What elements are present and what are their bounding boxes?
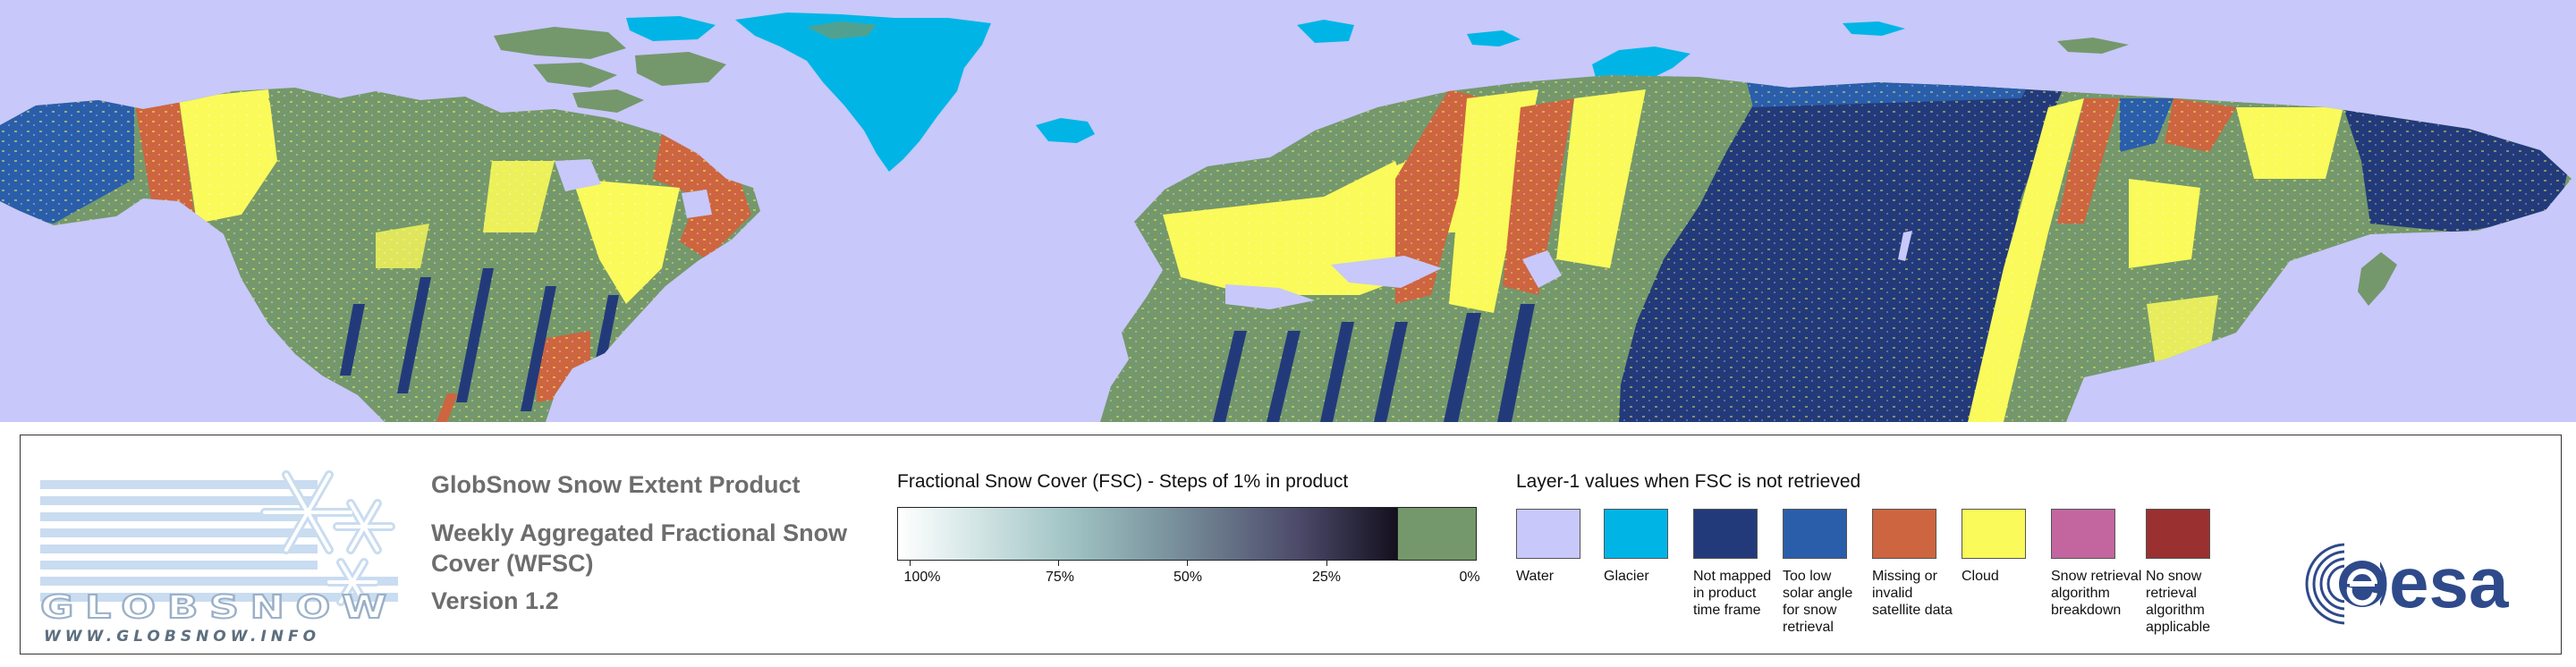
arctic-island <box>494 27 626 59</box>
swatch-algorithm-breakdown <box>2051 509 2115 559</box>
fsc-gradient-bar <box>897 507 1398 561</box>
layer1-title: Layer-1 values when FSC is not retrieved <box>1516 471 1861 492</box>
arctic-island <box>533 63 617 88</box>
legend-panel: GLOBSNOW WWW.GLOBSNOW.INFO GlobSnow Snow… <box>20 435 2562 654</box>
iceland <box>1036 118 1095 143</box>
globsnow-wordmark: GLOBSNOW <box>40 589 398 626</box>
product-version: Version 1.2 <box>431 587 559 614</box>
svalbard <box>1297 20 1354 43</box>
fsc-tick-label-75: 75% <box>1045 570 1075 585</box>
fsc-tick <box>1187 561 1188 566</box>
label-algorithm-breakdown: Snow retrieval algorithm breakdown <box>2051 569 2142 618</box>
arctic-island <box>572 89 644 113</box>
label-not-mapped: Not mapped in product time frame <box>1693 569 1772 618</box>
product-title: GlobSnow Snow Extent Product <box>431 471 801 498</box>
label-no-algorithm: No snow retrieval algorithm applicable <box>2146 569 2211 635</box>
fsc-scale-title: Fractional Snow Cover (FSC) - Steps of 1… <box>897 471 1349 492</box>
fsc-tick-label-100: 100% <box>903 570 941 585</box>
swatch-glacier <box>1604 509 1668 559</box>
swatch-no-algorithm <box>2146 509 2210 559</box>
product-subtitle: Weekly Aggregated Fractional Snow Cover … <box>431 519 848 577</box>
snow-cover-map <box>0 0 2576 422</box>
label-missing-data: Missing or invalid satellite data <box>1872 569 1953 618</box>
japan <box>2358 252 2397 306</box>
swatch-cloud <box>1962 509 2026 559</box>
greenland <box>735 13 991 172</box>
esa-logo: esa <box>2305 541 2509 627</box>
label-cloud: Cloud <box>1962 569 1999 584</box>
swatch-missing-data <box>1872 509 1936 559</box>
fsc-tick <box>1326 561 1327 566</box>
fsc-tick-label-0: 0% <box>1459 570 1480 585</box>
label-glacier: Glacier <box>1604 569 1649 584</box>
swatch-water <box>1516 509 1580 559</box>
arctic-island <box>626 16 716 41</box>
arctic-island <box>635 52 726 86</box>
swatch-not-mapped <box>1693 509 1758 559</box>
fsc-tick <box>1058 561 1059 566</box>
swatch-low-solar-angle <box>1783 509 1847 559</box>
fsc-zero-swatch <box>1398 507 1477 561</box>
label-low-solar-angle: Too low solar angle for snow retrieval <box>1783 569 1853 635</box>
label-water: Water <box>1516 569 1555 584</box>
fsc-tick <box>910 561 911 566</box>
fsc-tick-label-25: 25% <box>1311 570 1342 585</box>
globsnow-url[interactable]: WWW.GLOBSNOW.INFO <box>44 628 320 645</box>
esa-wordmark: esa <box>2389 543 2509 622</box>
fsc-tick-label-50: 50% <box>1173 570 1203 585</box>
globsnow-logo: GLOBSNOW WWW.GLOBSNOW.INFO <box>39 470 398 645</box>
